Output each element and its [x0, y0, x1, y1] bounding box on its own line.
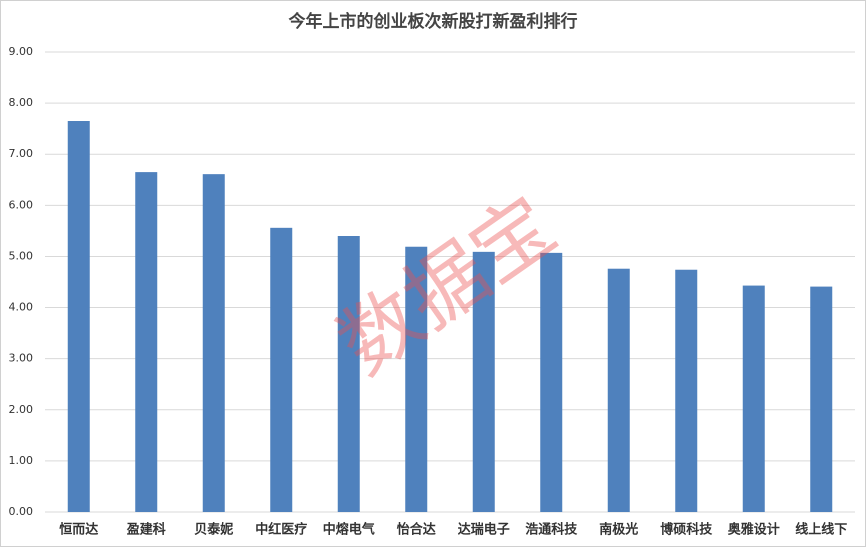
bar: [742, 285, 765, 512]
bar: [405, 246, 428, 512]
x-tick-label: 浩通科技: [525, 522, 578, 538]
bar: [540, 252, 563, 512]
y-tick-label: 5.00: [9, 249, 34, 262]
x-tick-label: 博硕科技: [660, 522, 713, 538]
x-tick-label: 恒而达: [59, 522, 98, 538]
x-tick-label: 线上线下: [795, 522, 847, 538]
y-tick-label: 1.00: [9, 454, 34, 467]
bar: [472, 251, 495, 512]
bar: [270, 227, 293, 513]
bar: [810, 286, 833, 512]
bar: [202, 174, 225, 512]
bar: [607, 268, 630, 512]
y-tick-label: 3.00: [9, 352, 34, 365]
y-tick-label: 7.00: [9, 147, 34, 160]
bar: [337, 236, 360, 512]
x-tick-label: 达瑞电子: [458, 522, 510, 538]
x-tick-label: 中红医疗: [255, 522, 307, 538]
x-tick-label: 盈建科: [126, 522, 166, 538]
x-tick-label: 南极光: [599, 522, 638, 538]
bar: [135, 172, 158, 512]
y-tick-label: 6.00: [9, 198, 34, 211]
y-tick-label: 8.00: [9, 96, 34, 109]
y-tick-label: 2.00: [9, 403, 34, 416]
x-tick-label: 奥雅设计: [728, 522, 780, 538]
y-tick-label: 0.00: [9, 505, 34, 518]
x-tick-label: 贝泰妮: [194, 522, 233, 538]
x-tick-label: 怡合达: [397, 522, 436, 538]
bar: [67, 121, 90, 512]
y-tick-label: 4.00: [9, 301, 34, 314]
chart-title: 今年上市的创业板次新股打新盈利排行: [289, 11, 578, 32]
bar: [675, 269, 698, 512]
x-tick-label: 中熔电气: [323, 522, 375, 538]
y-tick-label: 9.00: [9, 45, 34, 58]
